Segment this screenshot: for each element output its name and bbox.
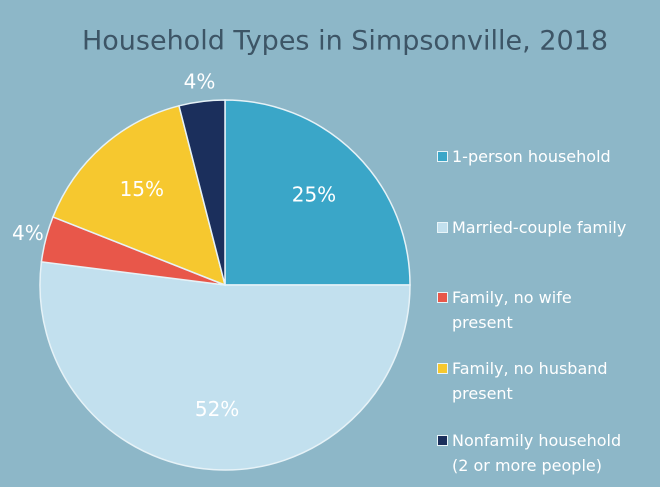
pie-slice: [39, 260, 411, 471]
data-label: 4%: [184, 70, 216, 94]
legend-item: Family, no husband present: [437, 356, 637, 406]
legend-item: Family, no wife present: [437, 285, 637, 335]
pie-slice: [52, 104, 227, 287]
legend-swatch: [437, 151, 448, 162]
legend-label: Nonfamily household (2 or more people): [452, 431, 622, 475]
data-label: 4%: [12, 221, 44, 245]
pie-slice: [224, 99, 411, 286]
legend-swatch: [437, 292, 448, 303]
legend-swatch: [437, 363, 448, 374]
legend-item: 1-person household: [437, 144, 637, 169]
legend-label: Married-couple family: [452, 218, 627, 237]
data-label: 52%: [195, 397, 239, 421]
legend-label: 1-person household: [452, 147, 611, 166]
legend-item: Nonfamily household (2 or more people): [437, 428, 637, 478]
legend-label: Family, no wife present: [452, 288, 572, 332]
pie-slice: [178, 99, 226, 286]
legend-label: Family, no husband present: [452, 359, 608, 403]
legend-swatch: [437, 435, 448, 446]
data-label: 25%: [292, 183, 336, 207]
chart-title: Household Types in Simpsonville, 2018: [82, 26, 608, 57]
legend-item: Married-couple family: [437, 215, 637, 240]
data-label: 15%: [120, 177, 164, 201]
legend-swatch: [437, 222, 448, 233]
